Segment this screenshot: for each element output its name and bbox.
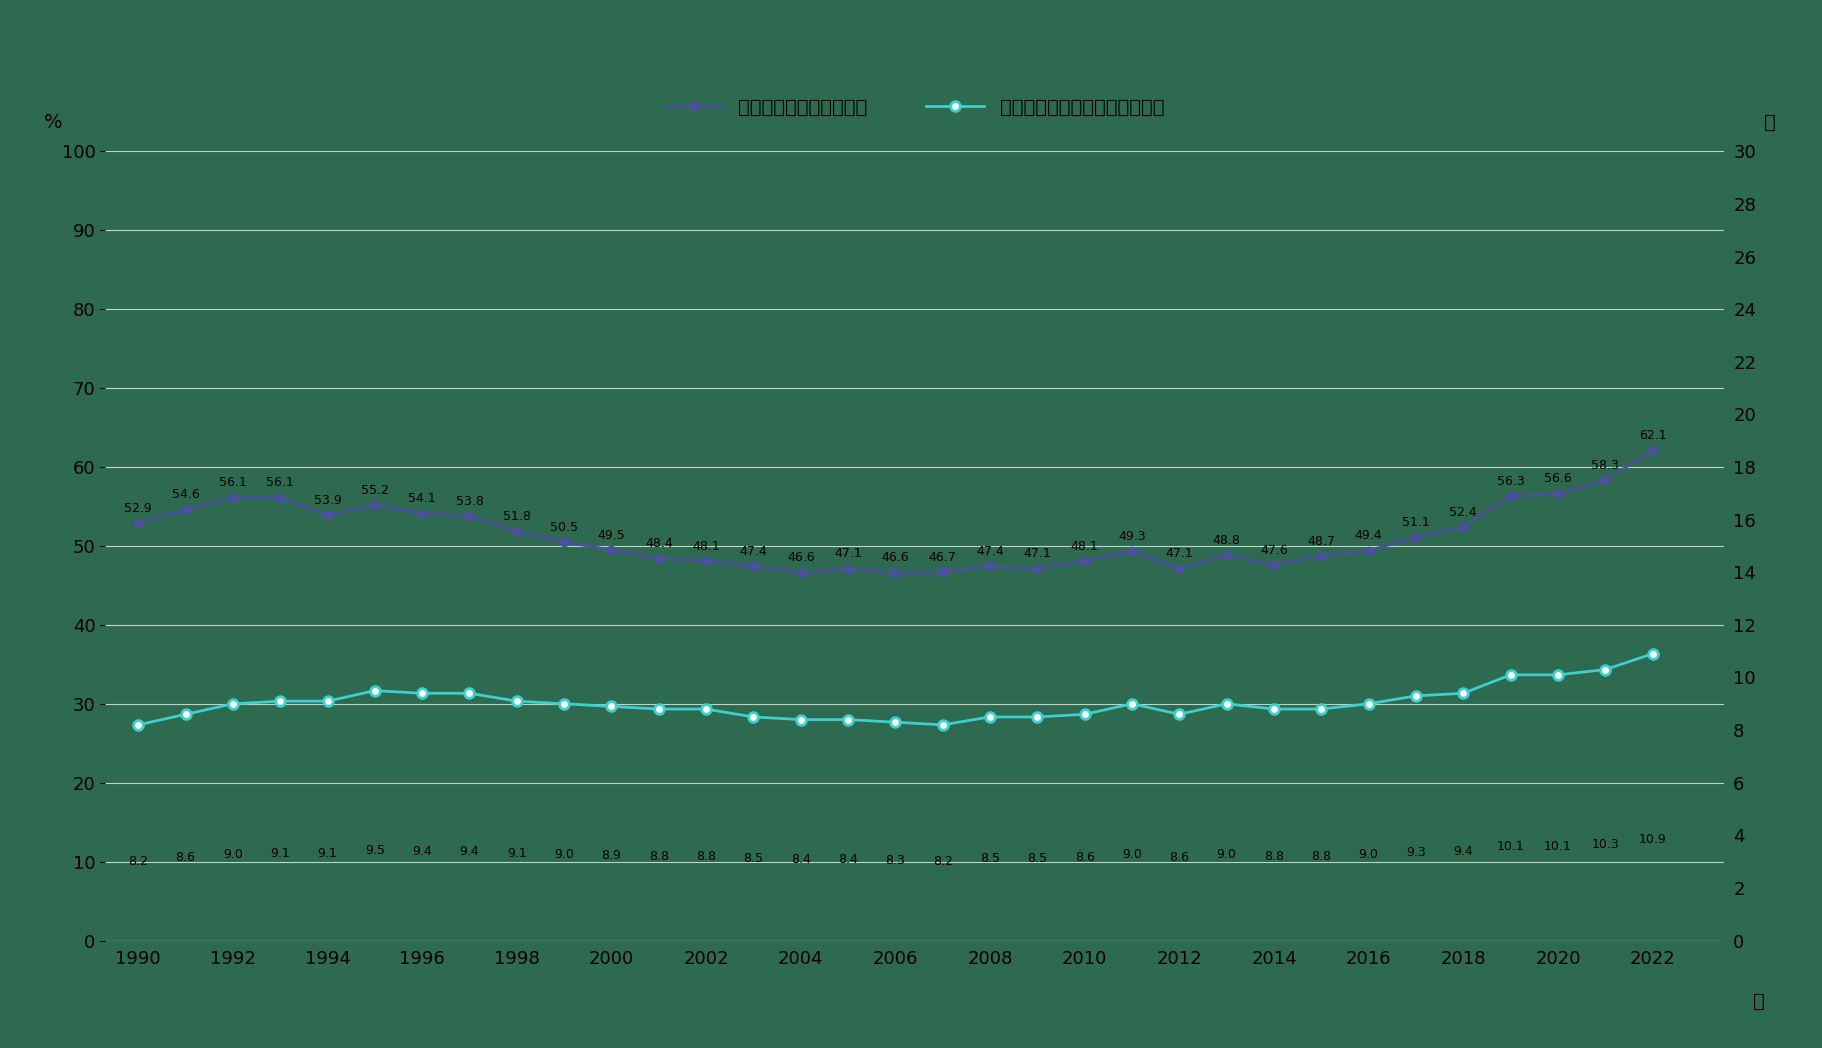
Text: 9.4: 9.4 <box>1454 845 1474 858</box>
Text: 48.7: 48.7 <box>1308 534 1336 548</box>
Text: 8.4: 8.4 <box>838 853 858 866</box>
Text: 9.0: 9.0 <box>1359 848 1379 861</box>
Text: 51.8: 51.8 <box>503 510 530 523</box>
Text: 9.5: 9.5 <box>364 845 384 857</box>
Text: 52.9: 52.9 <box>124 502 151 515</box>
Text: 10.3: 10.3 <box>1591 838 1620 851</box>
Text: 51.1: 51.1 <box>1403 516 1430 529</box>
Text: 62.1: 62.1 <box>1638 429 1667 442</box>
Text: 8.8: 8.8 <box>1312 850 1332 863</box>
Text: 10.1: 10.1 <box>1496 839 1525 852</box>
Text: 8.8: 8.8 <box>696 850 716 863</box>
Text: 56.6: 56.6 <box>1543 473 1572 485</box>
Text: 54.1: 54.1 <box>408 493 435 505</box>
Text: 日: 日 <box>1764 112 1776 132</box>
Text: 58.3: 58.3 <box>1591 459 1620 472</box>
Text: 47.4: 47.4 <box>740 545 767 559</box>
Text: 9.0: 9.0 <box>1122 848 1142 861</box>
Text: 47.4: 47.4 <box>977 545 1004 559</box>
Text: 53.8: 53.8 <box>456 495 483 507</box>
Text: 54.6: 54.6 <box>171 488 199 501</box>
Text: 9.4: 9.4 <box>412 845 432 858</box>
Text: 9.0: 9.0 <box>1217 848 1237 861</box>
Text: 46.6: 46.6 <box>882 551 909 565</box>
Text: 8.8: 8.8 <box>649 850 669 863</box>
Text: 48.1: 48.1 <box>692 540 720 552</box>
Text: 49.4: 49.4 <box>1356 529 1383 542</box>
Text: 9.1: 9.1 <box>317 848 337 860</box>
Text: 48.1: 48.1 <box>1071 540 1099 552</box>
Text: 8.6: 8.6 <box>1075 851 1095 865</box>
Text: 48.8: 48.8 <box>1213 534 1241 547</box>
Text: 56.1: 56.1 <box>219 477 246 489</box>
Text: 47.1: 47.1 <box>1024 547 1051 561</box>
Text: 9.3: 9.3 <box>1407 846 1427 859</box>
Text: 8.5: 8.5 <box>1028 852 1048 866</box>
Text: 49.5: 49.5 <box>598 528 625 542</box>
Text: 8.2: 8.2 <box>933 854 953 868</box>
Text: 55.2: 55.2 <box>361 483 388 497</box>
Text: 8.5: 8.5 <box>743 852 763 866</box>
Text: 56.1: 56.1 <box>266 477 293 489</box>
Text: 8.6: 8.6 <box>1170 851 1190 865</box>
Text: 9.0: 9.0 <box>554 848 574 861</box>
Text: 9.1: 9.1 <box>270 848 290 860</box>
Text: 50.5: 50.5 <box>550 521 578 533</box>
Text: 8.5: 8.5 <box>980 852 1000 866</box>
Text: 10.1: 10.1 <box>1543 839 1572 852</box>
Text: 52.4: 52.4 <box>1448 505 1478 519</box>
Text: 47.1: 47.1 <box>834 547 862 561</box>
Text: 8.6: 8.6 <box>175 851 195 865</box>
Text: 8.4: 8.4 <box>791 853 811 866</box>
Text: 8.8: 8.8 <box>1264 850 1285 863</box>
Text: 9.4: 9.4 <box>459 845 479 858</box>
Text: 47.1: 47.1 <box>1166 547 1193 561</box>
Text: 8.9: 8.9 <box>601 849 621 863</box>
Text: %: % <box>44 112 62 132</box>
Text: 53.9: 53.9 <box>313 494 341 507</box>
Text: 10.9: 10.9 <box>1638 833 1667 846</box>
Text: 8.3: 8.3 <box>885 854 906 867</box>
Text: 48.4: 48.4 <box>645 538 672 550</box>
Text: 56.3: 56.3 <box>1496 475 1525 488</box>
Legend: 有給休暇取得率（左軸）, 有給休暇平均取得日数（右軸）: 有給休暇取得率（左軸）, 有給休暇平均取得日数（右軸） <box>656 90 1172 125</box>
Text: 47.6: 47.6 <box>1261 544 1288 556</box>
Text: 49.3: 49.3 <box>1119 530 1146 543</box>
Text: 46.6: 46.6 <box>787 551 814 565</box>
Text: 9.1: 9.1 <box>507 848 527 860</box>
Text: 8.2: 8.2 <box>128 854 148 868</box>
Text: 46.7: 46.7 <box>929 550 957 564</box>
Text: 9.0: 9.0 <box>222 848 242 861</box>
Text: 年: 年 <box>1753 991 1764 1011</box>
